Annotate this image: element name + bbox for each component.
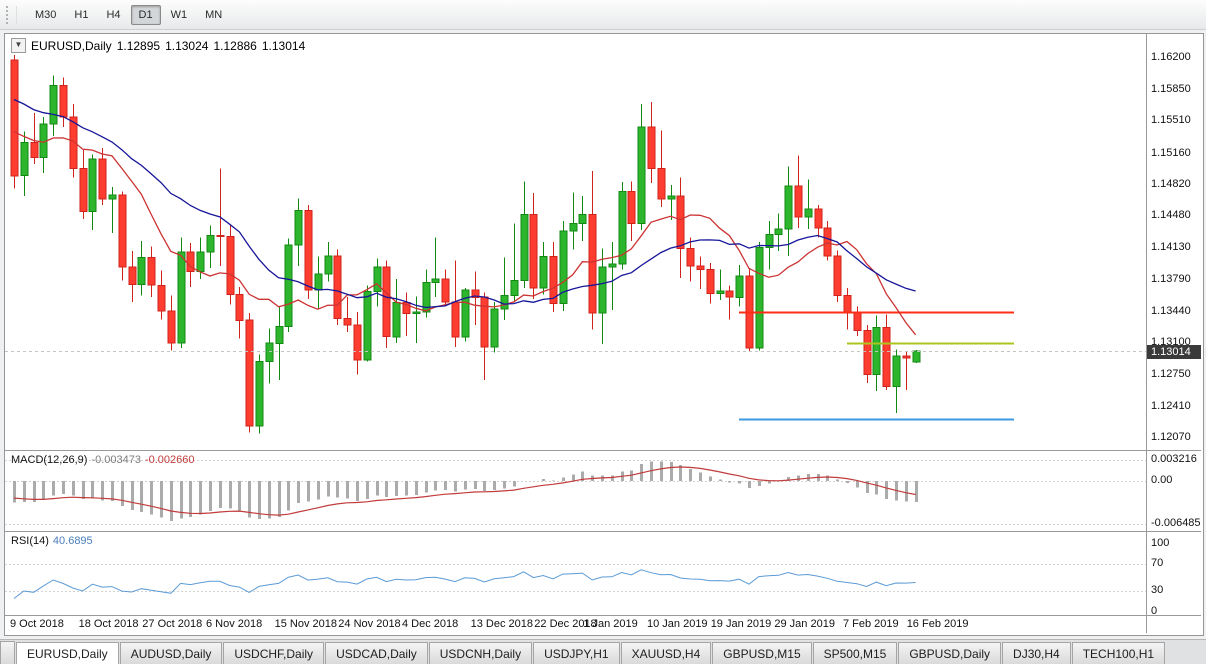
price-chart-canvas[interactable] xyxy=(5,34,1146,450)
price-axis-label: 1.13790 xyxy=(1151,272,1191,285)
price-axis-label: 1.15160 xyxy=(1151,146,1191,159)
date-label: 13 Dec 2018 xyxy=(470,618,533,630)
tab-scroll-stub[interactable] xyxy=(0,641,15,664)
time-axis[interactable]: 9 Oct 2018 18 Oct 2018 27 Oct 2018 6 Nov 20… xyxy=(5,616,1146,633)
date-label: 6 Nov 2018 xyxy=(206,618,263,630)
price-axis-label: 1.15850 xyxy=(1151,83,1191,96)
price-axis-label: 1.13440 xyxy=(1151,304,1191,317)
tf-button-d1[interactable]: D1 xyxy=(130,4,161,25)
rsi-axis-label: 0 xyxy=(1151,604,1158,615)
price-axis-label: 1.12070 xyxy=(1151,431,1191,444)
pane-divider[interactable] xyxy=(5,531,1201,532)
chart-quote-line: ▼ EURUSD,Daily 1.12895 1.13024 1.12886 1… xyxy=(11,38,310,53)
pane-divider[interactable] xyxy=(5,615,1201,616)
price-axis-label: 1.12750 xyxy=(1151,368,1191,381)
date-label: 16 Feb 2019 xyxy=(906,618,969,630)
price-axis-label: 1.15510 xyxy=(1151,114,1191,127)
date-label: 29 Jan 2019 xyxy=(774,618,835,630)
rsi-chart-canvas[interactable] xyxy=(5,532,1146,615)
date-label: 9 Oct 2018 xyxy=(10,618,64,630)
date-label: 10 Jan 2019 xyxy=(647,618,708,630)
tab-audusd-daily[interactable]: AUDUSD,Daily xyxy=(119,642,223,664)
tab-usdjpy-h1[interactable]: USDJPY,H1 xyxy=(533,642,620,664)
toolbar-grip[interactable] xyxy=(6,5,17,24)
tab-xauusd-h4[interactable]: XAUUSD,H4 xyxy=(620,642,712,664)
macd-signal-value: -0.002660 xyxy=(144,454,195,466)
date-label: 7 Feb 2019 xyxy=(843,618,899,630)
symbol-period-label: EURUSD,Daily xyxy=(31,38,112,53)
tab-gbpusd-daily[interactable]: GBPUSD,Daily xyxy=(898,642,1002,664)
tf-button-m30[interactable]: M30 xyxy=(27,5,64,25)
tab-tech100-h1[interactable]: TECH100,H1 xyxy=(1071,642,1166,664)
tab-sp500-m15[interactable]: SP500,M15 xyxy=(812,642,898,664)
tf-button-h4[interactable]: H4 xyxy=(98,5,128,25)
price-pane: ▼ EURUSD,Daily 1.12895 1.13024 1.12886 1… xyxy=(5,34,1201,450)
tab-dj30-h4[interactable]: DJ30,H4 xyxy=(1002,642,1071,664)
rsi-value: 40.6895 xyxy=(52,535,93,547)
tf-button-h1[interactable]: H1 xyxy=(66,5,96,25)
quote-open: 1.12895 xyxy=(116,38,161,53)
quote-high: 1.13024 xyxy=(165,38,209,53)
macd-pane: MACD(12,26,9) -0.003473 -0.002660 0.003216… xyxy=(5,451,1201,531)
chart-tabs-bar: EURUSD,Daily AUDUSD,Daily USDCHF,Daily U… xyxy=(0,639,1206,664)
macd-axis-label: -0.006485 xyxy=(1151,517,1201,530)
tab-eurusd-daily[interactable]: EURUSD,Daily xyxy=(16,642,119,664)
rsi-label: RSI(14) 40.6895 xyxy=(11,535,97,547)
rsi-name: RSI(14) xyxy=(11,535,49,547)
quote-low: 1.12886 xyxy=(213,38,257,53)
price-axis-label: 1.12410 xyxy=(1151,399,1191,412)
date-label: 19 Jan 2019 xyxy=(710,618,772,630)
macd-axis-label: 0.003216 xyxy=(1151,452,1197,465)
chart-window: ▼ EURUSD,Daily 1.12895 1.13024 1.12886 1… xyxy=(4,33,1204,636)
date-label: 22 Dec 2018 xyxy=(534,618,597,630)
tf-button-w1[interactable]: W1 xyxy=(163,5,196,25)
rsi-axis-label: 70 xyxy=(1151,556,1164,569)
macd-name: MACD(12,26,9) xyxy=(11,454,88,466)
macd-axis-label: 0.00 xyxy=(1151,474,1173,486)
tab-usdchf-daily[interactable]: USDCHF,Daily xyxy=(223,642,325,664)
price-scale-area[interactable] xyxy=(1147,34,1201,633)
price-axis-label: 1.16200 xyxy=(1151,50,1191,63)
axis-separator xyxy=(1146,34,1147,633)
tab-gbpusd-m15[interactable]: GBPUSD,M15 xyxy=(712,642,812,664)
date-label: 15 Nov 2018 xyxy=(274,618,337,630)
macd-label: MACD(12,26,9) -0.003473 -0.002660 xyxy=(11,454,199,466)
pane-divider[interactable] xyxy=(5,450,1201,451)
tf-button-mn[interactable]: MN xyxy=(197,5,230,25)
rsi-axis-label: 100 xyxy=(1151,536,1170,549)
quote-close: 1.13014 xyxy=(261,38,306,53)
macd-main-value: -0.003473 xyxy=(91,454,141,466)
rsi-axis-label: 30 xyxy=(1151,584,1164,597)
tab-usdcnh-daily[interactable]: USDCNH,Daily xyxy=(428,642,533,664)
tab-usdcad-daily[interactable]: USDCAD,Daily xyxy=(325,642,428,664)
macd-chart-canvas[interactable] xyxy=(5,451,1146,531)
rsi-pane: RSI(14) 40.6895 100 70 30 0 xyxy=(5,532,1201,615)
price-axis-label: 1.14480 xyxy=(1151,209,1191,222)
date-label: 27 Oct 2018 xyxy=(142,618,203,630)
price-axis-label: 1.14820 xyxy=(1151,177,1191,190)
date-label: 4 Dec 2018 xyxy=(402,618,459,630)
current-price-badge: 1.13014 xyxy=(1147,344,1201,359)
date-label: 18 Oct 2018 xyxy=(78,618,139,630)
collapse-chart-icon[interactable]: ▼ xyxy=(11,38,26,53)
date-label: 24 Nov 2018 xyxy=(338,618,401,630)
timeframe-toolbar: M30 H1 H4 D1 W1 MN xyxy=(0,0,1206,30)
date-label: 1 Jan 2019 xyxy=(583,618,638,630)
price-axis-label: 1.14130 xyxy=(1151,241,1191,254)
